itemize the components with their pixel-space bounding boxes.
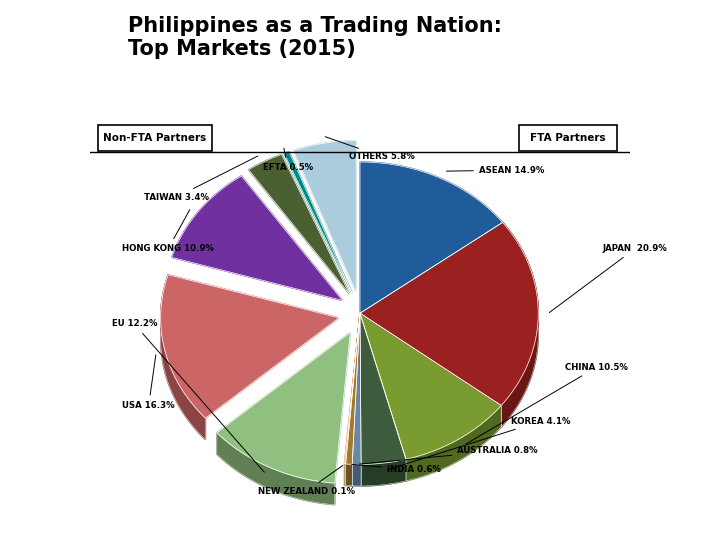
Polygon shape (344, 313, 360, 464)
Text: JAPAN  20.9%: JAPAN 20.9% (549, 244, 667, 313)
Polygon shape (360, 222, 538, 406)
Text: EU 12.2%: EU 12.2% (112, 320, 264, 472)
FancyBboxPatch shape (519, 125, 616, 151)
Polygon shape (352, 313, 361, 464)
Polygon shape (293, 141, 356, 292)
Polygon shape (161, 275, 205, 440)
Polygon shape (406, 406, 501, 481)
Text: OTHERS 5.8%: OTHERS 5.8% (325, 137, 415, 161)
Text: KOREA 4.1%: KOREA 4.1% (387, 417, 571, 470)
Polygon shape (360, 313, 406, 464)
Polygon shape (248, 154, 350, 294)
Text: INDIA 0.6%: INDIA 0.6% (351, 464, 441, 474)
FancyBboxPatch shape (98, 125, 212, 151)
Polygon shape (346, 464, 352, 486)
Text: ASEAN 14.9%: ASEAN 14.9% (446, 166, 544, 174)
Text: AUSTRALIA 0.8%: AUSTRALIA 0.8% (359, 447, 538, 464)
Polygon shape (361, 459, 406, 486)
Polygon shape (161, 275, 339, 418)
Polygon shape (346, 313, 360, 464)
Text: TAIWAN 3.4%: TAIWAN 3.4% (144, 156, 258, 201)
Polygon shape (217, 433, 335, 505)
Text: EFTA 0.5%: EFTA 0.5% (263, 148, 313, 172)
Text: CHINA 10.5%: CHINA 10.5% (466, 363, 628, 444)
Polygon shape (352, 464, 361, 486)
Polygon shape (284, 152, 352, 293)
Text: NEW ZEALAND 0.1%: NEW ZEALAND 0.1% (258, 465, 354, 496)
Polygon shape (360, 313, 501, 459)
Text: Philippines as a Trading Nation:
Top Markets (2015): Philippines as a Trading Nation: Top Mar… (128, 16, 502, 59)
Text: HONG KONG 10.9%: HONG KONG 10.9% (122, 210, 215, 253)
Polygon shape (360, 162, 503, 313)
Polygon shape (172, 176, 343, 300)
Polygon shape (501, 222, 538, 427)
Polygon shape (344, 464, 346, 485)
Text: FTA Partners: FTA Partners (530, 133, 606, 143)
Text: USA 16.3%: USA 16.3% (122, 355, 175, 409)
Text: Non-FTA Partners: Non-FTA Partners (103, 133, 207, 143)
Polygon shape (217, 333, 351, 483)
